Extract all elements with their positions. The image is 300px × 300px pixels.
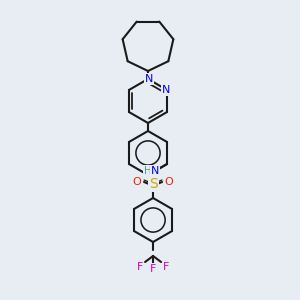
Text: O: O [133, 177, 141, 187]
Text: H: H [144, 166, 152, 176]
Text: N: N [145, 74, 153, 84]
Text: F: F [163, 262, 169, 272]
Text: S: S [149, 177, 158, 191]
Text: O: O [165, 177, 173, 187]
Text: N: N [162, 85, 170, 95]
Text: F: F [150, 264, 156, 274]
Text: N: N [151, 166, 159, 176]
Text: F: F [137, 262, 143, 272]
